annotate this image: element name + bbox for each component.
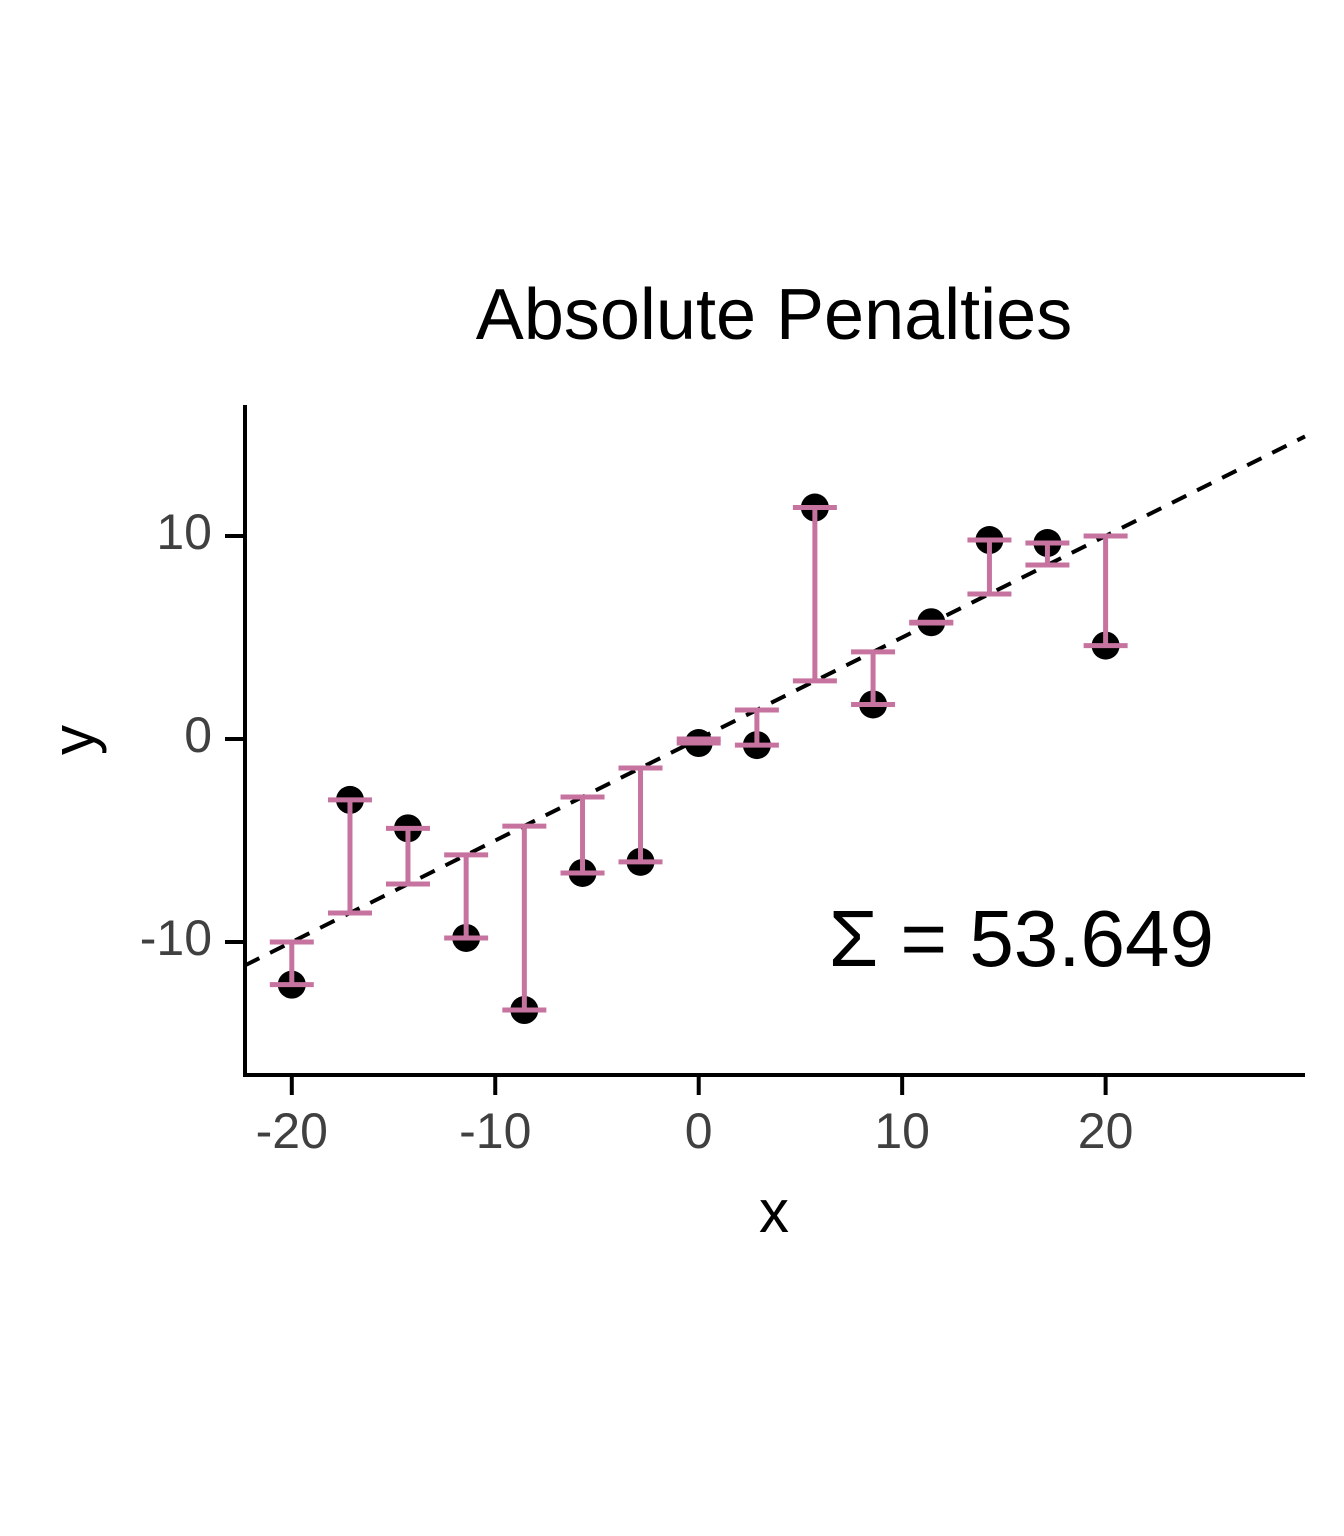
x-tick-label: 10 [874, 1103, 930, 1159]
y-tick-label: 10 [156, 504, 212, 560]
residual-bar [327, 797, 372, 916]
chart-title: Absolute Penalties [476, 275, 1072, 355]
residual-bar [967, 537, 1012, 597]
y-tick-label: -10 [140, 910, 212, 966]
residual-bar [560, 794, 605, 876]
residual-bar [851, 649, 896, 707]
annotation: Σ = 53.649 [829, 894, 1214, 983]
residual-bar [909, 619, 954, 626]
residual-bar [792, 505, 837, 684]
x-tick-label: -10 [459, 1103, 531, 1159]
x-axis-label: x [759, 1178, 789, 1245]
residual-bar [734, 707, 779, 748]
residual-bar [444, 852, 489, 941]
x-tick-label: 0 [685, 1103, 713, 1159]
y-tick-label: 0 [184, 707, 212, 763]
residual-bar [1025, 540, 1070, 568]
fit-line [244, 434, 1306, 968]
residual-bar [502, 823, 547, 1013]
residual-bar [1083, 533, 1128, 649]
residual-bar [269, 939, 314, 988]
residual-bar [676, 736, 721, 746]
residual-bar [385, 825, 430, 887]
y-axis-label: y [40, 725, 107, 755]
x-tick-label: 20 [1078, 1103, 1134, 1159]
residual-bar [618, 765, 663, 865]
x-tick-label: -20 [256, 1103, 328, 1159]
